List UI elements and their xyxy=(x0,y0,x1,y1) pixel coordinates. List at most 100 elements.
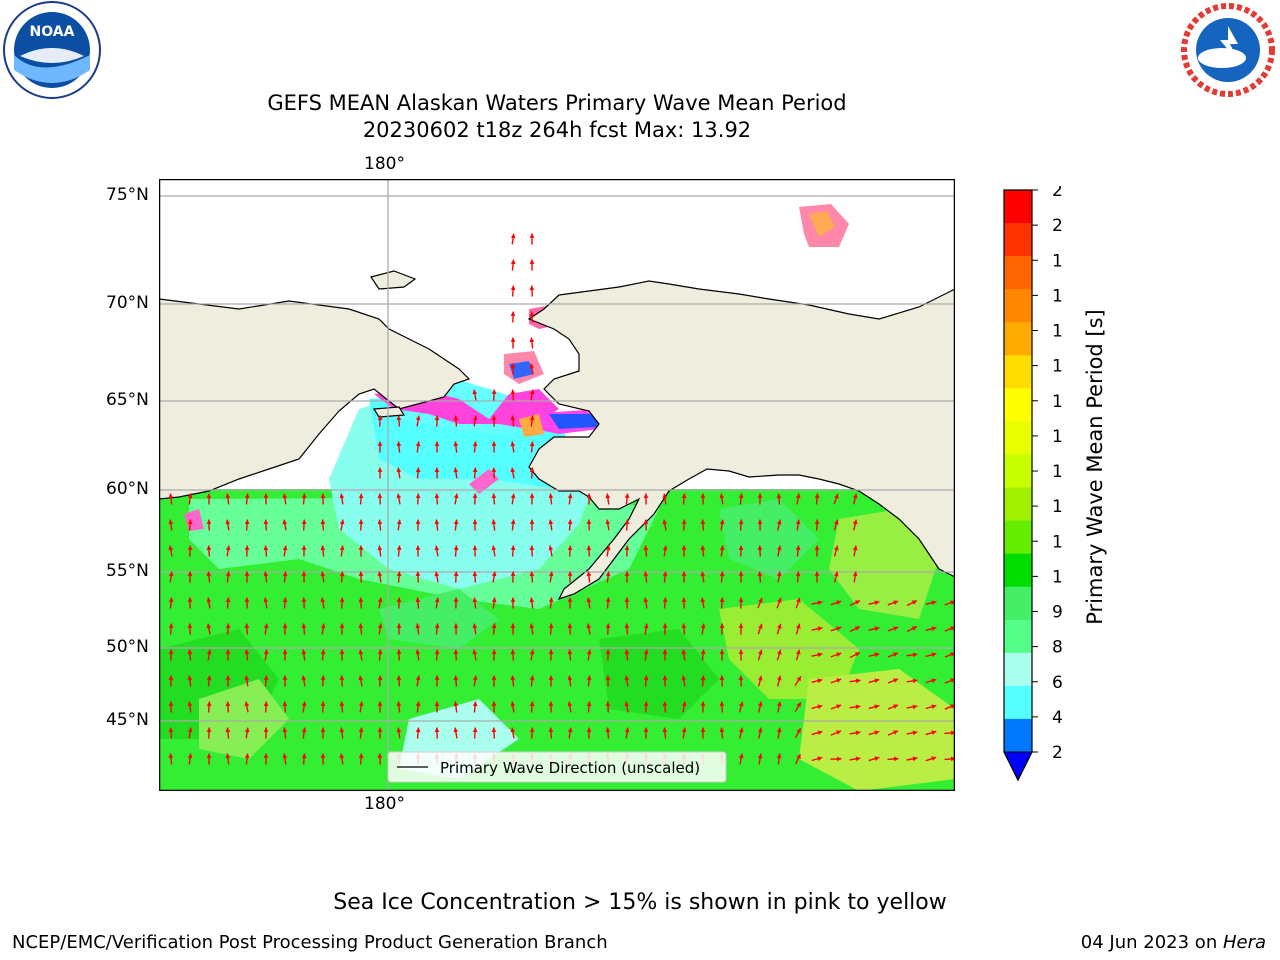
colorbar-tick-label: 4 xyxy=(1052,708,1062,728)
wave-arrow-head xyxy=(472,571,478,577)
wave-arrow-head xyxy=(282,545,288,551)
wave-arrow-head xyxy=(225,727,231,733)
wave-arrow-head xyxy=(320,623,326,629)
wave-arrow-head xyxy=(301,623,307,629)
wave-arrow-head xyxy=(396,623,402,628)
wave-arrow-head xyxy=(168,597,174,603)
wave-arrow-head xyxy=(263,623,269,629)
wave-arrow-head xyxy=(950,730,955,736)
wave-arrow-head xyxy=(510,675,516,681)
wave-arrow-head xyxy=(605,597,611,603)
wave-arrow-head xyxy=(833,571,839,577)
wave-arrow-head xyxy=(643,701,649,706)
wave-arrow-head xyxy=(719,649,725,654)
footer-right: 04 Jun 2023 on Hera xyxy=(1081,932,1266,953)
wave-arrow-head xyxy=(453,675,459,681)
wave-arrow-head xyxy=(453,623,459,628)
wave-arrow-head xyxy=(491,623,497,629)
wave-arrow-head xyxy=(852,493,858,499)
wave-arrow-head xyxy=(700,649,706,655)
wave-arrow-head xyxy=(719,519,725,525)
wave-arrow-head xyxy=(206,493,212,498)
map-frame xyxy=(159,179,955,791)
wave-arrow-head xyxy=(434,545,440,551)
wave-arrow-head xyxy=(757,493,763,498)
wave-arrow-head xyxy=(206,545,212,551)
wave-arrow-head xyxy=(738,649,744,654)
wave-arrow-head xyxy=(396,675,402,681)
wave-arrow-head xyxy=(187,493,193,499)
wave-arrow-head xyxy=(263,597,269,603)
wave-arrow-head xyxy=(795,571,801,577)
wave-arrow-head xyxy=(855,756,861,762)
noaa-logo: NOAA xyxy=(0,0,104,104)
wave-arrow-head xyxy=(168,519,174,525)
colorbar-tick-label: 6 xyxy=(1052,673,1062,693)
wave-arrow-head xyxy=(681,545,687,550)
wave-arrow-head xyxy=(911,626,917,631)
wave-arrow-head xyxy=(168,623,174,629)
wave-arrow-head xyxy=(510,571,516,576)
wave-arrow-head xyxy=(472,597,478,603)
wave-arrow-head xyxy=(472,623,478,629)
wave-arrow-head xyxy=(643,545,649,551)
legend-label: Primary Wave Direction (unscaled) xyxy=(440,759,700,777)
wave-arrow-head xyxy=(187,545,193,550)
wave-arrow-head xyxy=(453,571,459,576)
wave-arrow-head xyxy=(472,519,478,524)
wave-arrow-head xyxy=(320,493,326,498)
colorbar-segment xyxy=(1004,421,1032,456)
wave-arrow-head xyxy=(719,701,725,707)
wave-arrow-head xyxy=(244,571,250,576)
wave-arrow-head xyxy=(738,623,744,628)
wave-arrow-head xyxy=(586,597,592,603)
wave-arrow-head xyxy=(643,727,649,732)
colorbar-segment xyxy=(1004,289,1032,323)
lat-label-70: 70°N xyxy=(106,293,149,313)
wave-arrow-head xyxy=(358,623,364,629)
wave-arrow-head xyxy=(719,727,725,733)
wave-arrow-head xyxy=(225,675,231,680)
wave-arrow-head xyxy=(567,597,573,602)
wave-arrow-head xyxy=(453,441,459,447)
wave-arrow-head xyxy=(931,704,937,709)
colorbar-segment xyxy=(1004,586,1032,621)
wave-arrow-head xyxy=(168,493,174,499)
wave-arrow-head xyxy=(852,519,858,525)
wave-arrow-head xyxy=(817,704,823,710)
wave-arrow-head xyxy=(776,701,782,707)
wave-arrow-head xyxy=(529,519,535,524)
wave-arrow-head xyxy=(472,493,478,498)
wave-arrow-head xyxy=(624,649,630,655)
wave-arrow-head xyxy=(586,675,592,681)
wave-arrow-head xyxy=(548,675,554,680)
wave-arrow-head xyxy=(817,730,823,735)
colorbar-tick-label: 17 xyxy=(1052,322,1062,342)
colorbar: 21 20 19 18 17 16 15 14 13 12 11 10 9 8 6 4 2 xyxy=(1003,186,1062,782)
wave-arrow-head xyxy=(700,675,706,681)
wave-arrow-head xyxy=(206,571,212,577)
wave-arrow-head xyxy=(282,571,288,577)
land-siberia xyxy=(159,298,471,500)
wave-arrow-head xyxy=(491,649,497,654)
wave-arrow-head xyxy=(662,597,668,603)
wave-arrow-head xyxy=(529,623,535,629)
wave-arrow-head xyxy=(377,649,383,655)
wave-arrow-head xyxy=(358,753,364,759)
wave-arrow-head xyxy=(415,441,421,447)
wave-arrow-head xyxy=(339,519,345,525)
wave-arrow-head xyxy=(817,626,823,632)
wave-arrow-head xyxy=(434,675,440,680)
wave-arrow-head xyxy=(339,753,345,759)
wave-arrow-head xyxy=(837,756,842,762)
wave-arrow-head xyxy=(912,730,918,736)
wave-arrow-head xyxy=(836,600,842,605)
wave-arrow-head xyxy=(776,571,782,577)
wave-arrow-head xyxy=(301,649,307,655)
wave-arrow-head xyxy=(187,623,193,628)
wave-arrow-head xyxy=(282,753,288,759)
lat-label-55: 55°N xyxy=(106,561,149,581)
wave-arrow-head xyxy=(776,675,782,681)
wave-arrow-head xyxy=(529,727,535,732)
colorbar-tick-label: 12 xyxy=(1052,497,1062,517)
